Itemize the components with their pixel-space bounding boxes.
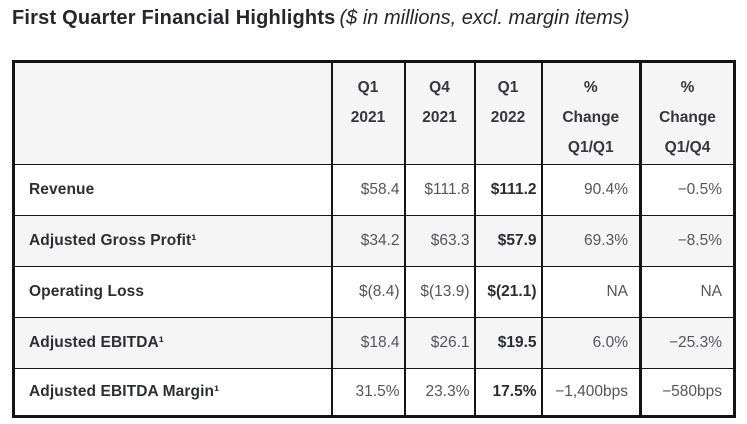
header-cell-empty <box>12 61 333 165</box>
cell-q1-2021: $58.4 <box>330 164 406 216</box>
cell-pct-change-q1-q4: −8.5% <box>639 215 736 267</box>
header-cell-q1-2021: Q1 2021 <box>330 61 406 165</box>
table-row-adjusted-ebitda: Adjusted EBITDA¹ $18.4 $26.1 $19.5 6.0% … <box>12 317 736 369</box>
cell-q1-2022: $111.2 <box>473 164 543 216</box>
page-title: First Quarter Financial Highlights ($ in … <box>12 7 630 30</box>
cell-q1-2022: 17.5% <box>473 368 543 417</box>
table-header: Q1 2021 Q4 2021 Q1 2022 % Change Q1/Q1 %… <box>12 61 736 165</box>
table-row-adjusted-ebitda-margin: Adjusted EBITDA Margin¹ 31.5% 23.3% 17.5… <box>12 368 736 417</box>
cell-q1-2021: $(8.4) <box>330 266 406 318</box>
row-label: Adjusted EBITDA Margin¹ <box>12 368 333 417</box>
financial-highlights-table: Q1 2021 Q4 2021 Q1 2022 % Change Q1/Q1 %… <box>12 60 736 418</box>
cell-pct-change-q1-q1: 90.4% <box>540 164 642 216</box>
cell-pct-change-q1-q1: 6.0% <box>540 317 642 369</box>
page-title-note: ($ in millions, excl. margin items) <box>339 7 630 29</box>
header-cell-q1-2022: Q1 2022 <box>473 61 543 165</box>
header-row: Q1 2021 Q4 2021 Q1 2022 % Change Q1/Q1 %… <box>12 61 736 165</box>
cell-pct-change-q1-q1: −1,400bps <box>540 368 642 417</box>
cell-pct-change-q1-q1: NA <box>540 266 642 318</box>
page-title-main: First Quarter Financial Highlights <box>12 7 336 29</box>
cell-q1-2021: $18.4 <box>330 317 406 369</box>
row-label: Operating Loss <box>12 266 333 318</box>
cell-q1-2021: 31.5% <box>330 368 406 417</box>
cell-pct-change-q1-q4: −0.5% <box>639 164 736 216</box>
cell-q1-2022: $(21.1) <box>473 266 543 318</box>
cell-pct-change-q1-q4: −580bps <box>639 368 736 417</box>
cell-q1-2022: $19.5 <box>473 317 543 369</box>
row-label: Revenue <box>12 164 333 216</box>
row-label: Adjusted EBITDA¹ <box>12 317 333 369</box>
cell-q4-2021: 23.3% <box>403 368 476 417</box>
header-cell-q4-2021: Q4 2021 <box>403 61 476 165</box>
cell-q1-2021: $34.2 <box>330 215 406 267</box>
header-cell-pct-change-q1-q4: % Change Q1/Q4 <box>639 61 736 165</box>
table-row-adjusted-gross-profit: Adjusted Gross Profit¹ $34.2 $63.3 $57.9… <box>12 215 736 267</box>
table-row-operating-loss: Operating Loss $(8.4) $(13.9) $(21.1) NA… <box>12 266 736 318</box>
cell-q4-2021: $(13.9) <box>403 266 476 318</box>
table-row-revenue: Revenue $58.4 $111.8 $111.2 90.4% −0.5% <box>12 164 736 216</box>
cell-pct-change-q1-q1: 69.3% <box>540 215 642 267</box>
cell-pct-change-q1-q4: −25.3% <box>639 317 736 369</box>
cell-q1-2022: $57.9 <box>473 215 543 267</box>
cell-q4-2021: $63.3 <box>403 215 476 267</box>
cell-q4-2021: $26.1 <box>403 317 476 369</box>
header-cell-pct-change-q1-q1: % Change Q1/Q1 <box>540 61 642 165</box>
row-label: Adjusted Gross Profit¹ <box>12 215 333 267</box>
cell-pct-change-q1-q4: NA <box>639 266 736 318</box>
cell-q4-2021: $111.8 <box>403 164 476 216</box>
table-body: Revenue $58.4 $111.8 $111.2 90.4% −0.5% … <box>12 164 736 417</box>
